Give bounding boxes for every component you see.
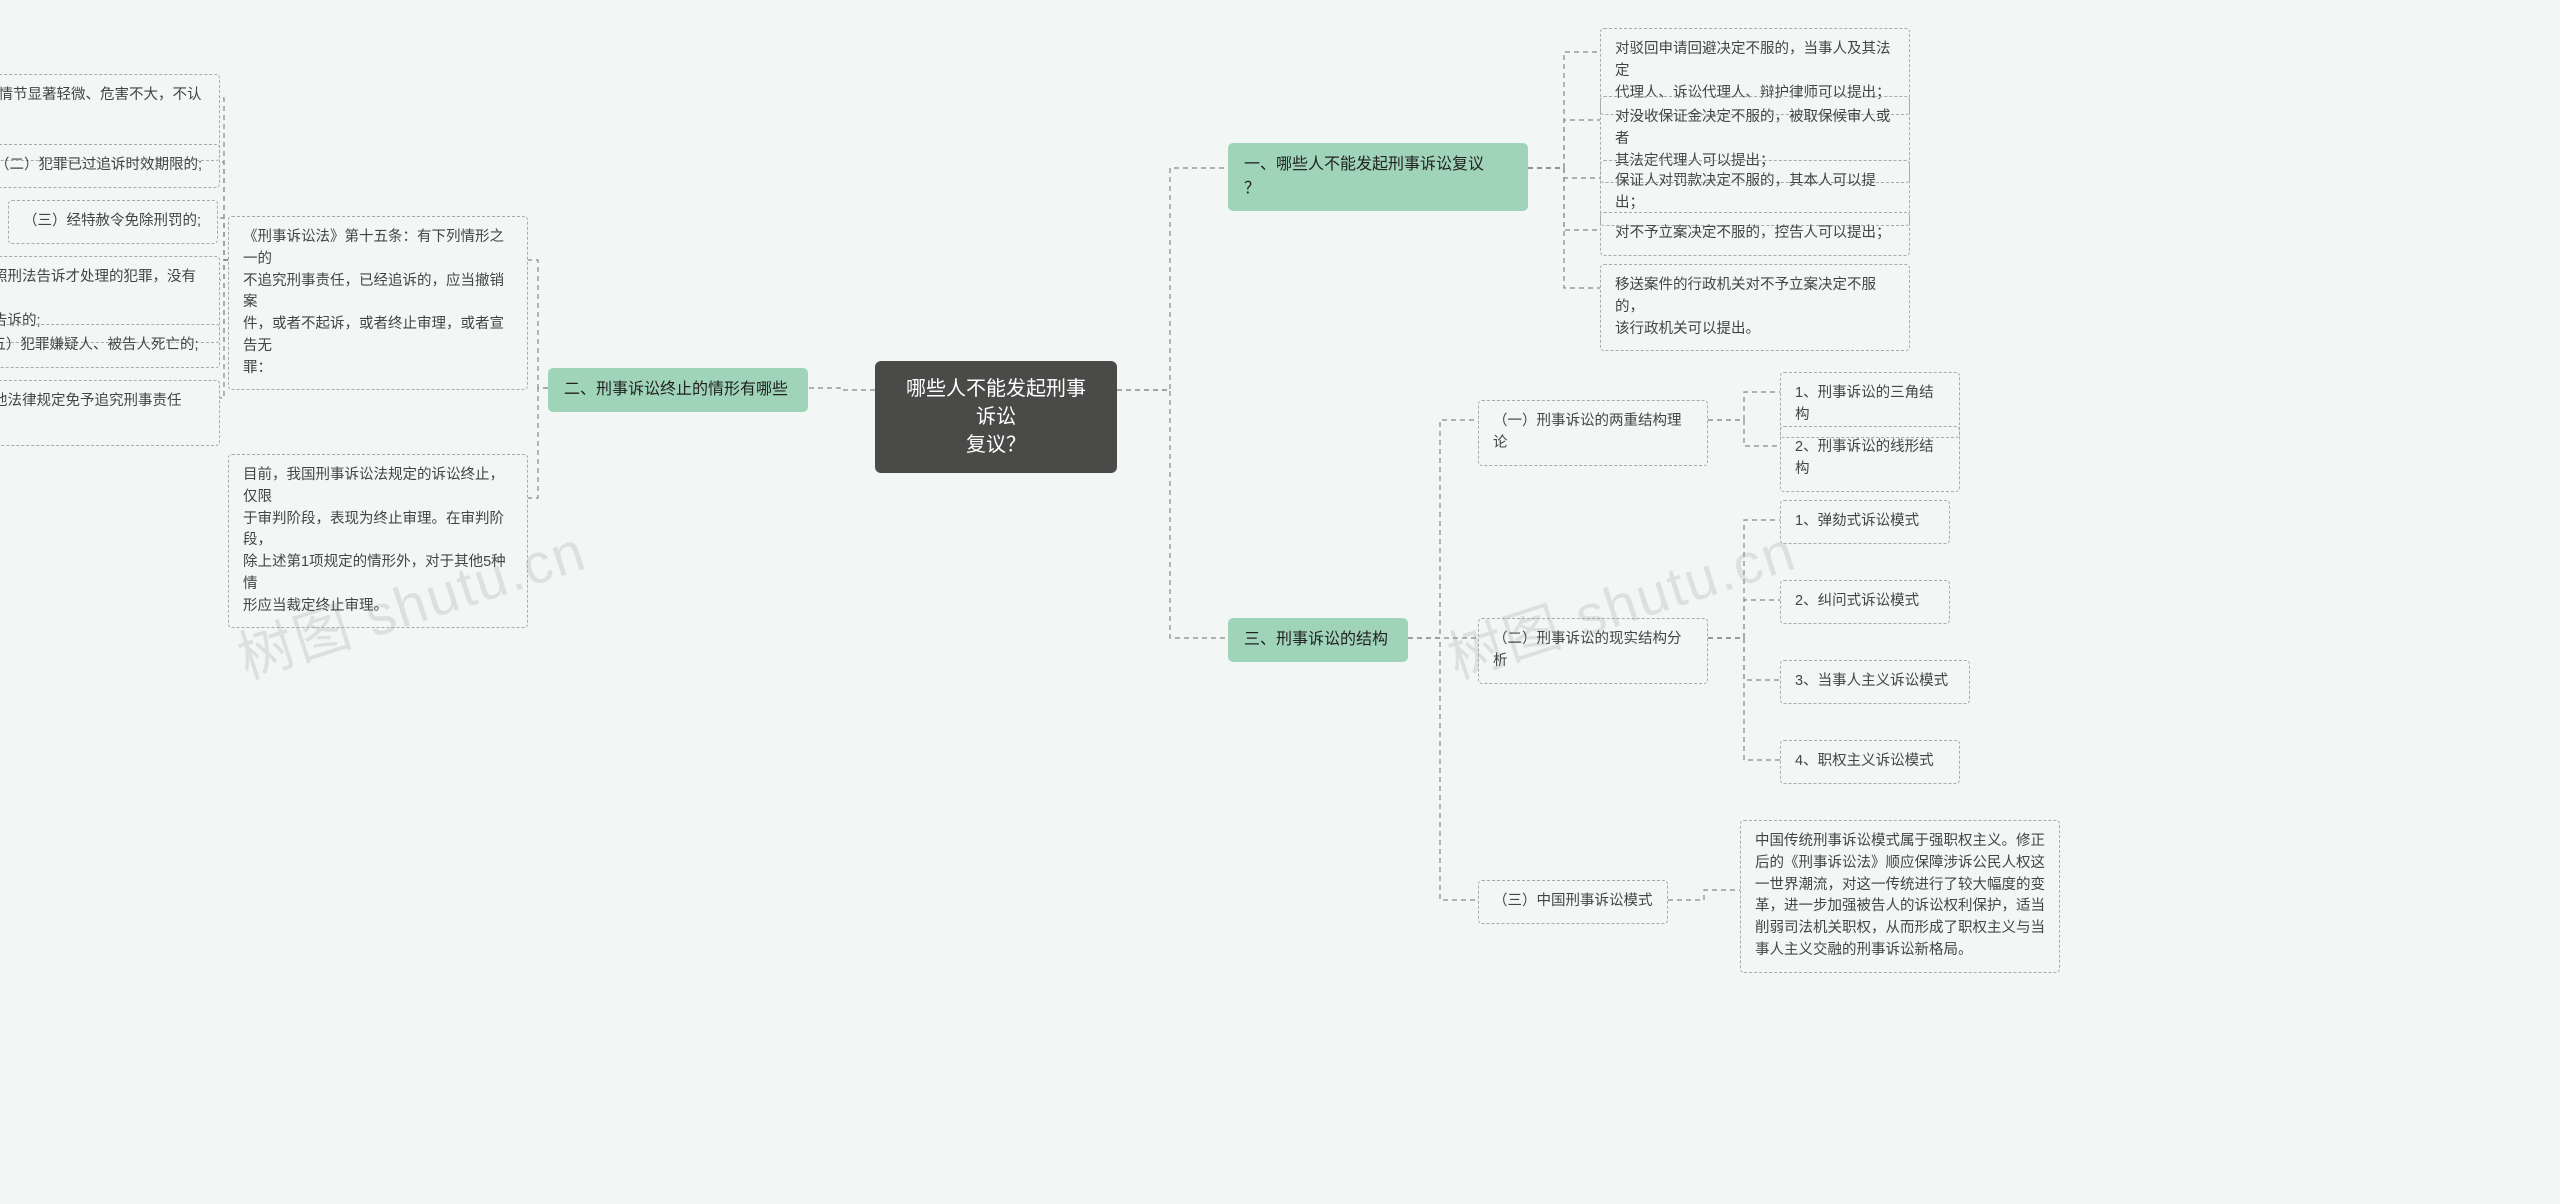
- b3-c2: （三）中国刑事诉讼模式: [1478, 880, 1668, 924]
- branch-1: 一、哪些人不能发起刑事诉讼复议？: [1228, 143, 1528, 211]
- leaf-text: 对驳回申请回避决定不服的，当事人及其法定代理人、诉讼代理人、辩护律师可以提出；: [1615, 41, 1891, 101]
- leaf-text: （三）经特赦令免除刑罚的;: [23, 213, 201, 229]
- leaf-text: （四）依照刑法告诉才处理的犯罪，没有告诉或者撤回告诉的;: [0, 269, 196, 329]
- b3-c1: （二）刑事诉讼的现实结构分析: [1478, 618, 1708, 684]
- b1-leaf-4: 移送案件的行政机关对不予立案决定不服的，该行政机关可以提出。: [1600, 264, 1910, 351]
- branch-2: 二、刑事诉讼终止的情形有哪些: [548, 368, 808, 412]
- b2-c0: 《刑事诉讼法》第十五条：有下列情形之一的不追究刑事责任，已经追诉的，应当撤销案件…: [228, 216, 528, 390]
- leaf-text: 1、刑事诉讼的三角结构: [1795, 385, 1934, 423]
- mid-text: （三）中国刑事诉讼模式: [1493, 893, 1653, 909]
- leaf-text: （一）情节显著轻微、危害不大，不认为是犯罪的;: [0, 87, 202, 147]
- branch-3-label: 三、刑事诉讼的结构: [1244, 631, 1388, 648]
- mid-text: 《刑事诉讼法》第十五条：有下列情形之一的不追究刑事责任，已经追诉的，应当撤销案件…: [243, 229, 504, 376]
- b3-c1-3: 4、职权主义诉讼模式: [1780, 740, 1960, 784]
- b3-c1-1: 2、纠问式诉讼模式: [1780, 580, 1950, 624]
- leaf-text: 4、职权主义诉讼模式: [1795, 753, 1934, 769]
- b2-c0-1: （二）犯罪已过追诉时效期限的;: [0, 144, 220, 188]
- leaf-text: （六）其他法律规定免予追究刑事责任的。: [0, 393, 182, 431]
- branch-2-label: 二、刑事诉讼终止的情形有哪些: [564, 381, 788, 398]
- mid-text: （一）刑事诉讼的两重结构理论: [1493, 413, 1682, 451]
- root-node: 哪些人不能发起刑事诉讼复议？: [875, 361, 1117, 473]
- b2-c0-2: （三）经特赦令免除刑罚的;: [8, 200, 218, 244]
- b2-c0-4: （五）犯罪嫌疑人、被告人死亡的;: [0, 324, 220, 368]
- b2-c1: 目前，我国刑事诉讼法规定的诉讼终止，仅限于审判阶段，表现为终止审理。在审判阶段，…: [228, 454, 528, 628]
- b3-c1-2: 3、当事人主义诉讼模式: [1780, 660, 1970, 704]
- mid-text: 目前，我国刑事诉讼法规定的诉讼终止，仅限于审判阶段，表现为终止审理。在审判阶段，…: [243, 467, 506, 614]
- leaf-text: 3、当事人主义诉讼模式: [1795, 673, 1948, 689]
- leaf-text: 1、弹劾式诉讼模式: [1795, 513, 1919, 529]
- leaf-text: 对不予立案决定不服的，控告人可以提出；: [1615, 225, 1891, 241]
- b1-leaf-3: 对不予立案决定不服的，控告人可以提出；: [1600, 212, 1910, 256]
- b3-c0-1: 2、刑事诉讼的线形结构: [1780, 426, 1960, 492]
- leaf-text: （二）犯罪已过追诉时效期限的;: [0, 157, 202, 173]
- b2-c0-5: （六）其他法律规定免予追究刑事责任的。: [0, 380, 220, 446]
- leaf-text: （五）犯罪嫌疑人、被告人死亡的;: [0, 337, 199, 353]
- mid-text: （二）刑事诉讼的现实结构分析: [1493, 631, 1682, 669]
- branch-3: 三、刑事诉讼的结构: [1228, 618, 1408, 662]
- leaf-text: 保证人对罚款决定不服的，其本人可以提出；: [1615, 173, 1876, 211]
- root-text: 哪些人不能发起刑事诉讼复议？: [906, 378, 1086, 456]
- leaf-text: 2、刑事诉讼的线形结构: [1795, 439, 1934, 477]
- b3-c1-0: 1、弹劾式诉讼模式: [1780, 500, 1950, 544]
- b3-c0: （一）刑事诉讼的两重结构理论: [1478, 400, 1708, 466]
- b3-c2-0: 中国传统刑事诉讼模式属于强职权主义。修正后的《刑事诉讼法》顺应保障涉诉公民人权这…: [1740, 820, 2060, 973]
- leaf-text: 移送案件的行政机关对不予立案决定不服的，该行政机关可以提出。: [1615, 277, 1876, 337]
- leaf-text: 中国传统刑事诉讼模式属于强职权主义。修正后的《刑事诉讼法》顺应保障涉诉公民人权这…: [1755, 833, 2045, 958]
- branch-1-label: 一、哪些人不能发起刑事诉讼复议？: [1244, 156, 1484, 197]
- leaf-text: 2、纠问式诉讼模式: [1795, 593, 1919, 609]
